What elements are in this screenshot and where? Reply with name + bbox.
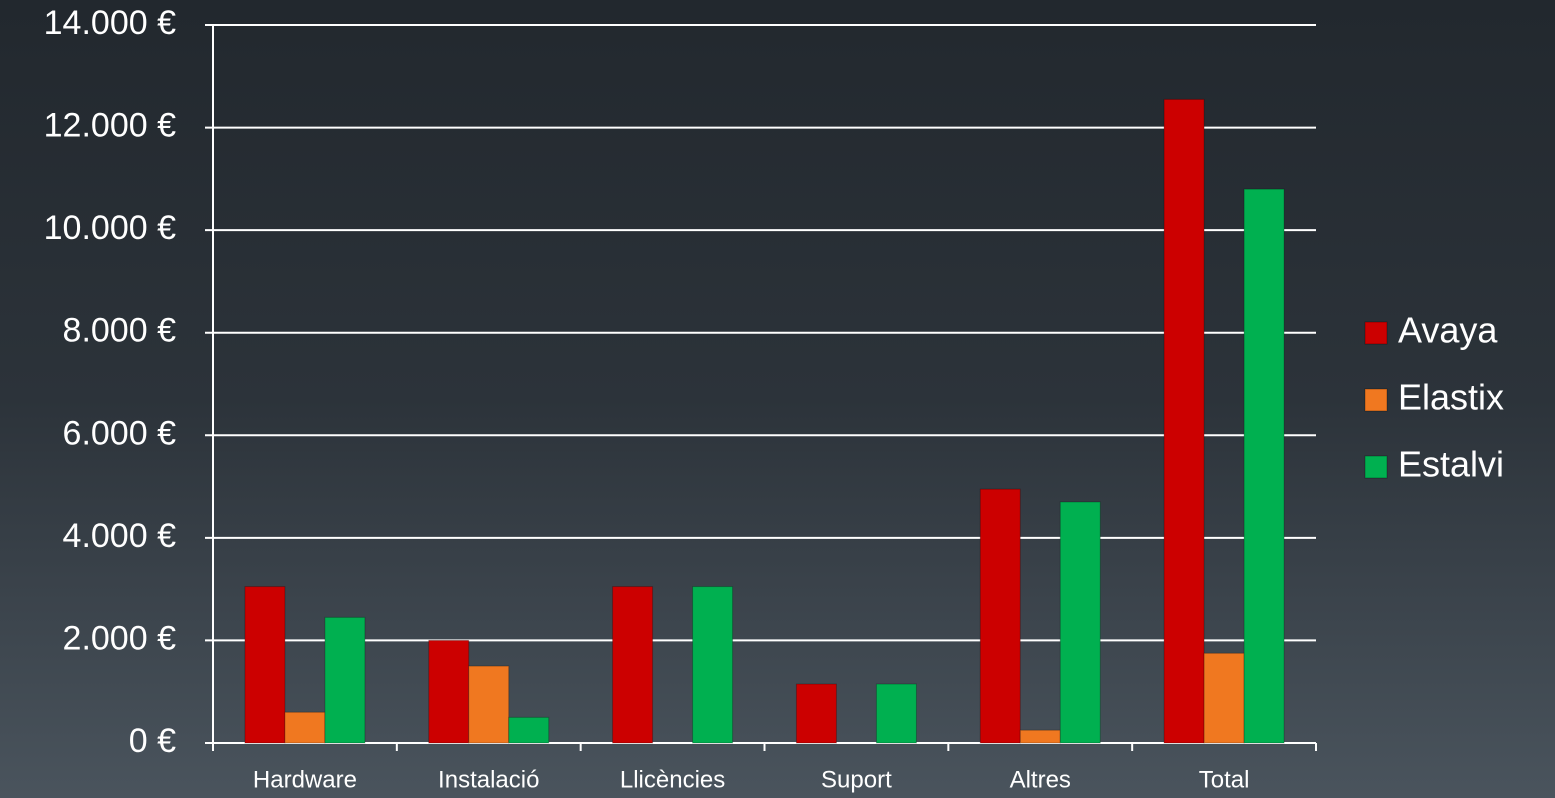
bar — [1203, 652, 1245, 744]
bar — [612, 586, 654, 744]
x-tick-label: Altres — [1010, 766, 1071, 793]
y-tick-label: 10.000 € — [44, 209, 176, 247]
y-tick-label: 4.000 € — [63, 517, 177, 555]
bar — [244, 586, 286, 744]
y-tick-label: 2.000 € — [63, 619, 177, 657]
y-tick-label: 6.000 € — [63, 414, 177, 452]
x-tick-label: Hardware — [253, 766, 357, 793]
y-tick-label: 14.000 € — [44, 4, 176, 42]
x-tick-label: Total — [1199, 766, 1250, 793]
bar — [875, 683, 917, 744]
bar — [1163, 98, 1205, 744]
bar — [979, 488, 1021, 744]
bar — [324, 616, 366, 744]
y-tick-label: 0 € — [129, 722, 176, 760]
bar — [1243, 188, 1285, 744]
bar — [795, 683, 837, 744]
bar — [692, 586, 734, 744]
legend-label: Elastix — [1398, 377, 1504, 418]
bar — [1019, 729, 1061, 744]
x-tick-label: Instalació — [438, 766, 539, 793]
bar — [468, 665, 510, 744]
legend-label: Avaya — [1398, 310, 1498, 351]
bar — [284, 711, 326, 744]
y-tick-label: 12.000 € — [44, 107, 176, 145]
legend-label: Estalvi — [1398, 444, 1504, 485]
y-tick-label: 8.000 € — [63, 312, 177, 350]
legend-marker — [1364, 455, 1388, 479]
x-tick-label: Suport — [821, 766, 892, 793]
bar — [428, 639, 470, 744]
x-tick-label: Llicències — [620, 766, 725, 793]
legend-marker — [1364, 388, 1388, 412]
bar — [508, 716, 550, 744]
legend-marker — [1364, 321, 1388, 345]
bar — [1059, 501, 1101, 744]
